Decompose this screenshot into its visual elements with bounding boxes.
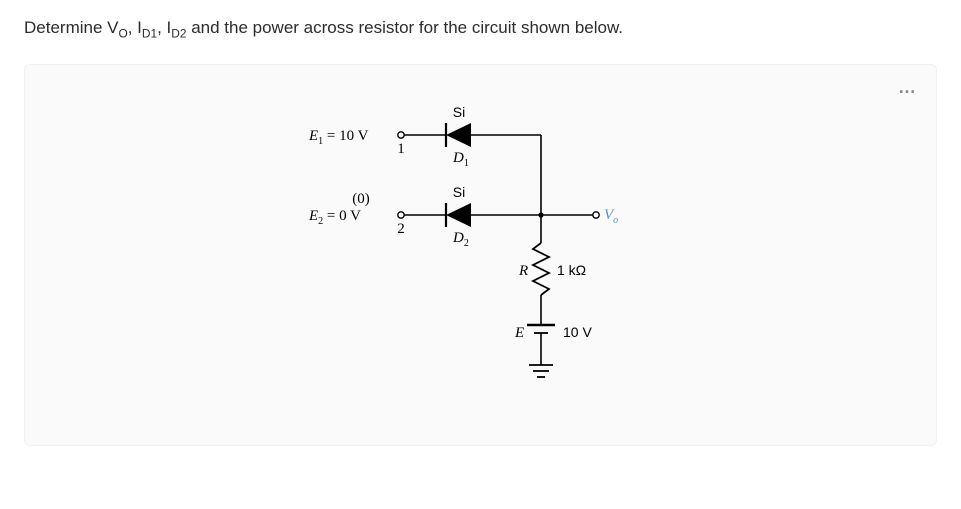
- r-value: 1 kΩ: [557, 262, 586, 278]
- diode-d2: Si D2: [446, 184, 541, 249]
- more-icon[interactable]: …: [898, 77, 918, 98]
- diagram-container: … E1 = 10 V 1 Si D1 (0) E2 = 0 V 2 Si D2: [24, 64, 937, 446]
- e-value: 10 V: [563, 324, 592, 340]
- d2-label: D2: [452, 230, 469, 249]
- terminal-1-label: 1: [397, 141, 405, 157]
- e-label: E: [514, 325, 524, 341]
- d1-label: D1: [452, 150, 469, 169]
- svg-text:Si: Si: [452, 104, 464, 120]
- svg-text:Si: Si: [452, 184, 464, 200]
- diode-d1: Si D1: [446, 104, 541, 169]
- terminal-2-label: 2: [397, 221, 405, 237]
- terminal-vo: [592, 212, 598, 218]
- terminal-e1: [397, 132, 403, 138]
- vo-label: Vo: [604, 207, 618, 226]
- e2-label: E2 = 0 V: [308, 208, 361, 227]
- e2-open: (0): [352, 191, 370, 207]
- terminal-e2: [397, 212, 403, 218]
- r-label: R: [518, 263, 528, 279]
- ground-symbol: [529, 365, 553, 377]
- e1-label: E1 = 10 V: [308, 128, 369, 147]
- resistor-r: R 1 kΩ: [518, 243, 586, 295]
- circuit-diagram: E1 = 10 V 1 Si D1 (0) E2 = 0 V 2 Si D2: [271, 85, 691, 415]
- question-text: Determine VO, ID1, ID2 and the power acr…: [24, 18, 937, 40]
- battery-e: E 10 V: [514, 324, 592, 341]
